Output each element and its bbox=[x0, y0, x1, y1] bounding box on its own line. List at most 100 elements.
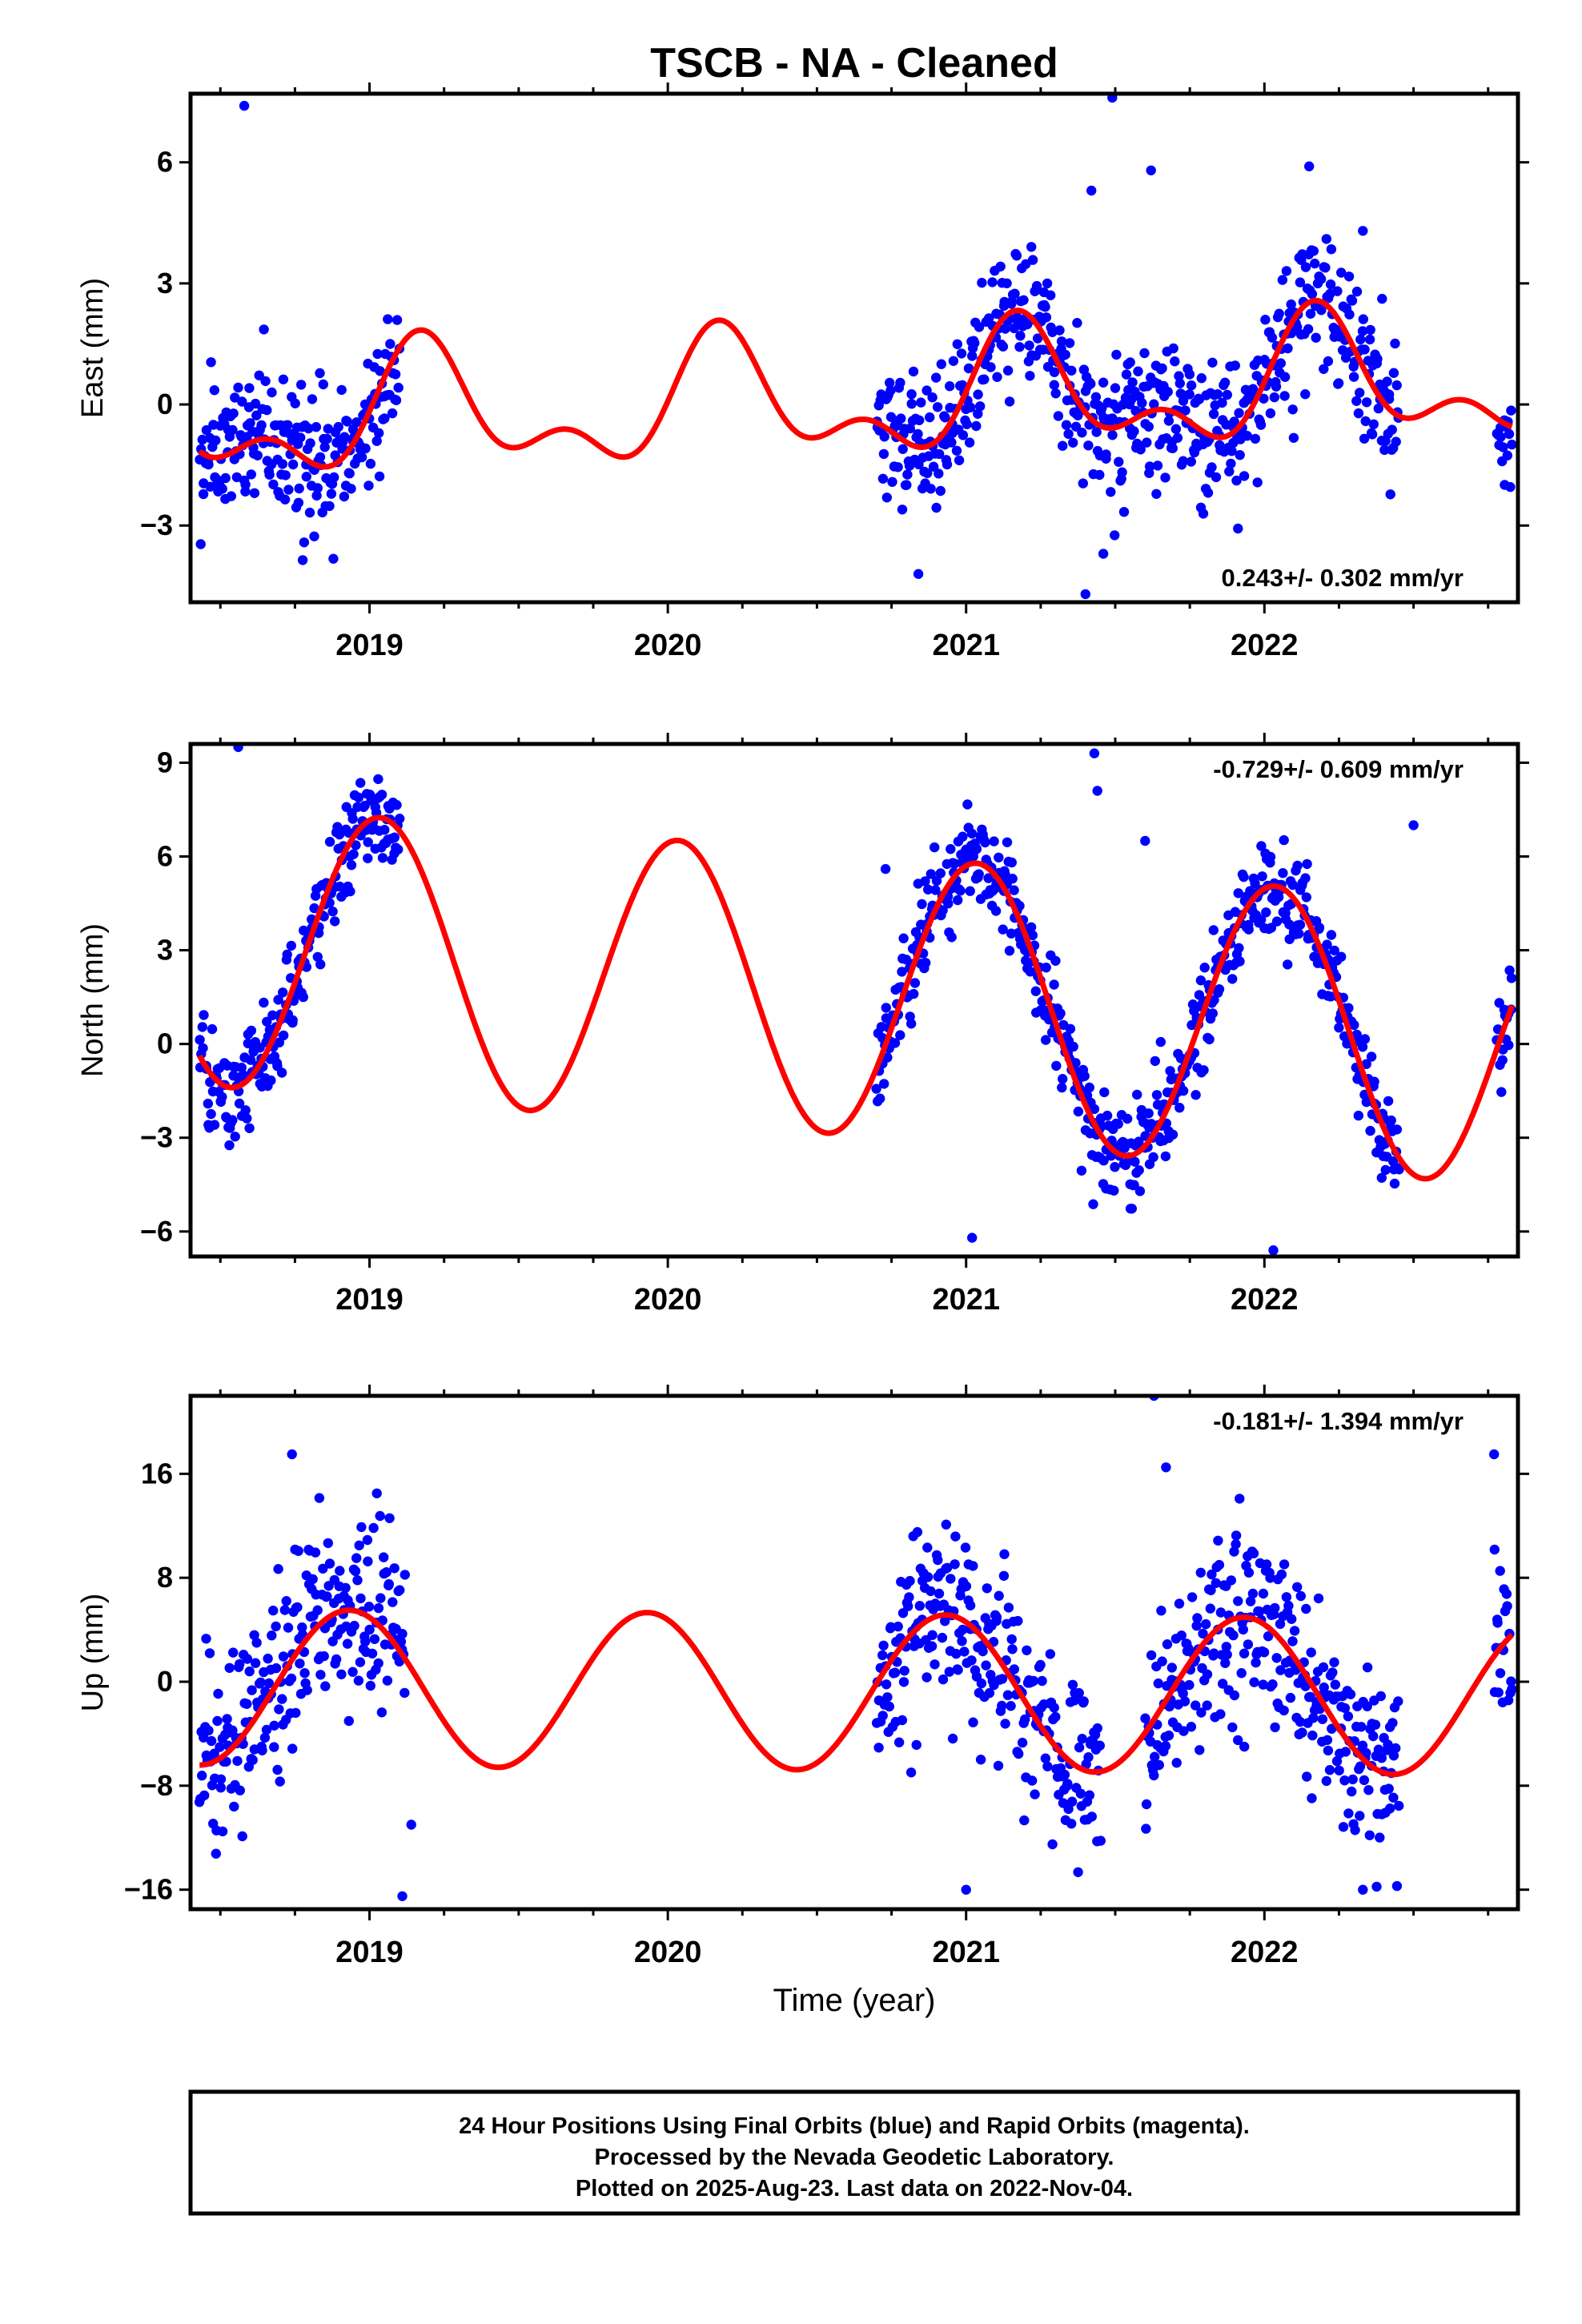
data-point bbox=[956, 348, 967, 359]
figure-title: TSCB - NA - Cleaned bbox=[650, 40, 1058, 86]
data-point bbox=[914, 1601, 926, 1611]
data-point bbox=[197, 1022, 207, 1032]
data-point bbox=[1275, 1618, 1286, 1630]
data-point bbox=[234, 1098, 245, 1109]
data-point bbox=[387, 1597, 398, 1607]
data-point bbox=[1004, 946, 1015, 956]
data-point bbox=[333, 421, 343, 432]
data-point bbox=[1310, 258, 1320, 269]
data-point bbox=[1366, 1051, 1377, 1062]
data-point bbox=[1372, 354, 1383, 364]
data-point bbox=[897, 1608, 909, 1618]
data-point bbox=[1007, 1644, 1018, 1655]
data-point bbox=[932, 402, 943, 412]
data-point bbox=[1167, 1129, 1178, 1140]
data-point bbox=[1215, 1709, 1226, 1719]
data-point bbox=[1142, 437, 1152, 448]
east-panel: −3 0 3 6 2019 2020 2021 2022 East (mm) 0.243+/- 0… bbox=[76, 82, 1529, 662]
data-point bbox=[1031, 280, 1042, 292]
data-point bbox=[323, 424, 333, 434]
data-point bbox=[976, 1678, 987, 1689]
data-point bbox=[1051, 1060, 1062, 1072]
x-tick-label: 2019 bbox=[335, 1936, 404, 1969]
data-point bbox=[242, 1654, 253, 1664]
data-point bbox=[934, 448, 945, 460]
data-point bbox=[1110, 1162, 1120, 1172]
data-point bbox=[353, 792, 364, 802]
y-tick-label: −16 bbox=[124, 1873, 173, 1906]
data-point bbox=[880, 863, 891, 875]
data-point bbox=[339, 432, 350, 442]
data-point bbox=[1294, 928, 1304, 939]
data-point bbox=[383, 1578, 394, 1590]
data-point bbox=[363, 1602, 375, 1612]
data-point bbox=[1340, 1747, 1351, 1757]
data-point bbox=[980, 837, 990, 848]
north-rate-label: -0.729+/- 0.609 mm/yr bbox=[1213, 755, 1464, 783]
data-point bbox=[347, 814, 358, 824]
data-point bbox=[1024, 340, 1034, 351]
data-point bbox=[353, 1675, 364, 1686]
data-point bbox=[1060, 349, 1070, 360]
data-point bbox=[283, 420, 293, 430]
data-point bbox=[938, 1674, 949, 1685]
data-point bbox=[1000, 324, 1010, 334]
data-point bbox=[1042, 1761, 1053, 1771]
data-point bbox=[1295, 919, 1306, 930]
data-point bbox=[958, 831, 968, 842]
data-point bbox=[304, 507, 315, 518]
data-point bbox=[1259, 393, 1269, 404]
data-point bbox=[346, 484, 356, 494]
data-point bbox=[1391, 380, 1402, 391]
data-point bbox=[1218, 1679, 1228, 1689]
data-point bbox=[368, 1522, 379, 1534]
data-point bbox=[1220, 1658, 1231, 1668]
data-point bbox=[1292, 860, 1303, 871]
data-point bbox=[942, 1562, 953, 1574]
data-point bbox=[878, 1640, 889, 1651]
east-rate-label: 0.243+/- 0.302 mm/yr bbox=[1222, 564, 1464, 592]
data-point bbox=[245, 1055, 256, 1065]
data-point bbox=[1221, 1642, 1232, 1652]
data-point bbox=[220, 472, 231, 484]
data-point bbox=[1030, 986, 1042, 996]
data-point bbox=[278, 374, 289, 384]
data-point bbox=[1089, 1104, 1100, 1115]
data-point bbox=[973, 389, 983, 400]
data-point bbox=[1160, 472, 1170, 483]
data-point bbox=[1042, 278, 1053, 289]
data-point bbox=[889, 1667, 901, 1678]
data-point bbox=[1359, 1775, 1370, 1786]
data-point bbox=[1275, 358, 1287, 368]
data-point bbox=[930, 1659, 940, 1670]
data-point bbox=[1207, 357, 1218, 368]
data-point bbox=[1021, 955, 1031, 966]
data-point bbox=[1117, 467, 1127, 477]
data-point bbox=[1313, 1593, 1324, 1604]
data-point bbox=[1089, 748, 1100, 758]
data-point bbox=[1256, 915, 1267, 925]
data-point bbox=[1139, 348, 1150, 359]
data-point bbox=[213, 1688, 223, 1699]
data-point bbox=[1274, 308, 1284, 319]
data-point bbox=[1227, 974, 1238, 984]
data-point bbox=[998, 1570, 1010, 1582]
data-point bbox=[984, 1687, 995, 1699]
data-point bbox=[1507, 1684, 1517, 1695]
data-point bbox=[279, 1605, 290, 1615]
data-point bbox=[1127, 377, 1138, 388]
data-point bbox=[406, 1819, 416, 1830]
data-point bbox=[1355, 334, 1366, 345]
data-point bbox=[206, 357, 216, 368]
data-point bbox=[227, 424, 238, 436]
data-point bbox=[287, 1015, 298, 1026]
data-point bbox=[259, 1732, 271, 1743]
data-point bbox=[1333, 378, 1344, 388]
data-point bbox=[997, 1674, 1008, 1684]
data-point bbox=[934, 1588, 945, 1599]
data-point bbox=[1329, 945, 1339, 956]
data-point bbox=[309, 903, 319, 914]
data-point bbox=[1380, 1164, 1391, 1176]
data-point bbox=[893, 1737, 905, 1747]
data-point bbox=[1178, 1688, 1188, 1699]
